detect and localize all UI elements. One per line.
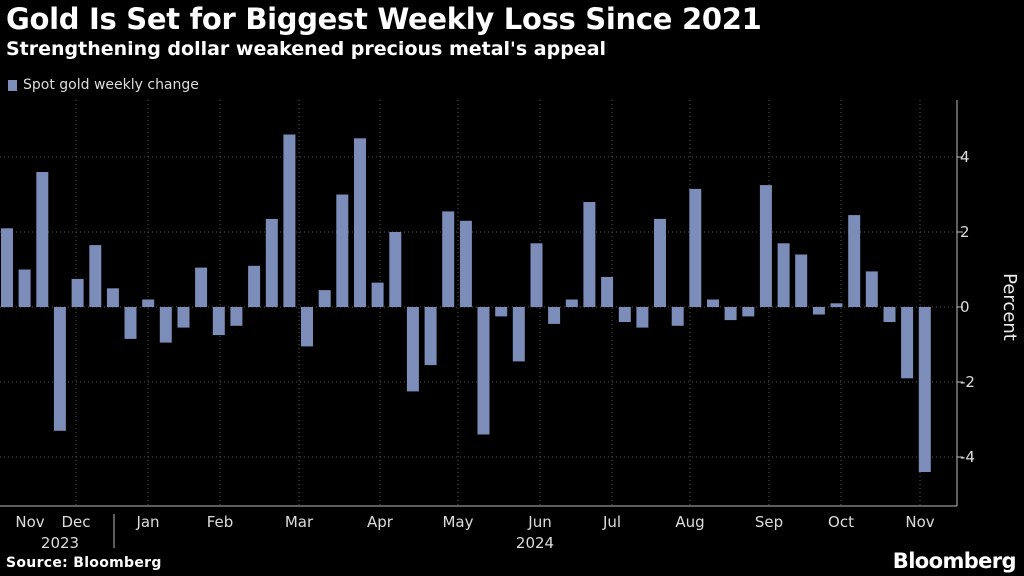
legend-swatch bbox=[8, 79, 17, 91]
bar bbox=[142, 299, 155, 307]
bar bbox=[53, 307, 66, 431]
bar bbox=[812, 307, 825, 315]
bar bbox=[1, 228, 13, 308]
bar bbox=[159, 307, 172, 343]
bar bbox=[618, 307, 631, 322]
bar bbox=[336, 194, 349, 307]
bar bbox=[883, 307, 896, 322]
x-tick-label: Nov bbox=[15, 513, 44, 531]
bar bbox=[759, 185, 772, 307]
chart-title: Gold Is Set for Biggest Weekly Loss Sinc… bbox=[6, 2, 762, 36]
bar bbox=[636, 307, 649, 328]
bar bbox=[89, 245, 102, 307]
bar bbox=[406, 307, 419, 392]
y-tick-label: -4 bbox=[960, 448, 975, 466]
bar bbox=[918, 307, 931, 472]
x-tick-label: May bbox=[442, 513, 473, 531]
x-tick-label: Feb bbox=[207, 513, 234, 531]
x-tick-label: Apr bbox=[367, 513, 394, 531]
bar bbox=[689, 188, 702, 307]
y-axis-label: Percent bbox=[999, 273, 1020, 341]
year-label: 2024 bbox=[516, 534, 554, 552]
bar bbox=[777, 243, 790, 308]
bar bbox=[283, 134, 296, 307]
bar bbox=[230, 307, 243, 326]
bar bbox=[318, 290, 331, 307]
chart-subtitle: Strengthening dollar weakened precious m… bbox=[6, 38, 607, 60]
bar bbox=[389, 232, 402, 307]
bar bbox=[548, 307, 561, 324]
bar bbox=[265, 218, 278, 307]
x-tick-label: Sep bbox=[755, 513, 783, 531]
bar bbox=[442, 211, 455, 307]
bar bbox=[530, 243, 543, 308]
y-tick-label: 4 bbox=[960, 148, 970, 166]
bar bbox=[512, 307, 525, 362]
bar bbox=[71, 278, 84, 307]
bar bbox=[177, 307, 190, 328]
bar bbox=[707, 299, 719, 307]
bar bbox=[742, 307, 755, 317]
bar bbox=[212, 307, 225, 336]
bar bbox=[901, 307, 914, 379]
x-tick-label: Jun bbox=[527, 513, 551, 531]
bar bbox=[301, 307, 313, 347]
legend: Spot gold weekly change bbox=[8, 77, 199, 93]
legend-label: Spot gold weekly change bbox=[23, 77, 199, 93]
bar bbox=[830, 303, 843, 308]
x-tick-label: Nov bbox=[905, 513, 934, 531]
bloomberg-logo: Bloomberg bbox=[892, 549, 1017, 573]
bar bbox=[654, 218, 666, 307]
y-tick-label: 0 bbox=[960, 298, 970, 316]
bar bbox=[371, 282, 384, 307]
bar bbox=[18, 269, 31, 307]
year-label: 2023 bbox=[41, 534, 79, 552]
bar bbox=[865, 271, 878, 307]
x-tick-label: Mar bbox=[285, 513, 314, 531]
source-note: Source: Bloomberg bbox=[6, 555, 162, 571]
bar bbox=[354, 138, 366, 308]
bar bbox=[495, 307, 508, 317]
bar bbox=[477, 307, 490, 435]
bar bbox=[36, 172, 49, 307]
bar bbox=[848, 215, 861, 307]
y-tick-label: -2 bbox=[960, 373, 975, 391]
y-tick-label: 2 bbox=[960, 223, 970, 241]
x-tick-label: Jul bbox=[602, 513, 621, 531]
bar bbox=[583, 202, 596, 307]
bar bbox=[248, 265, 261, 308]
bar bbox=[601, 277, 614, 307]
bar bbox=[106, 288, 119, 308]
x-tick-label: Oct bbox=[828, 513, 854, 531]
bar bbox=[459, 220, 472, 308]
bar bbox=[724, 307, 737, 321]
bar bbox=[124, 307, 137, 339]
bar bbox=[795, 254, 808, 307]
x-tick-label: Jan bbox=[135, 513, 159, 531]
x-tick-label: Aug bbox=[675, 513, 704, 531]
bar bbox=[671, 307, 684, 326]
bar bbox=[424, 307, 437, 366]
bar bbox=[195, 267, 208, 307]
bar bbox=[565, 299, 578, 307]
x-tick-label: Dec bbox=[61, 513, 90, 531]
